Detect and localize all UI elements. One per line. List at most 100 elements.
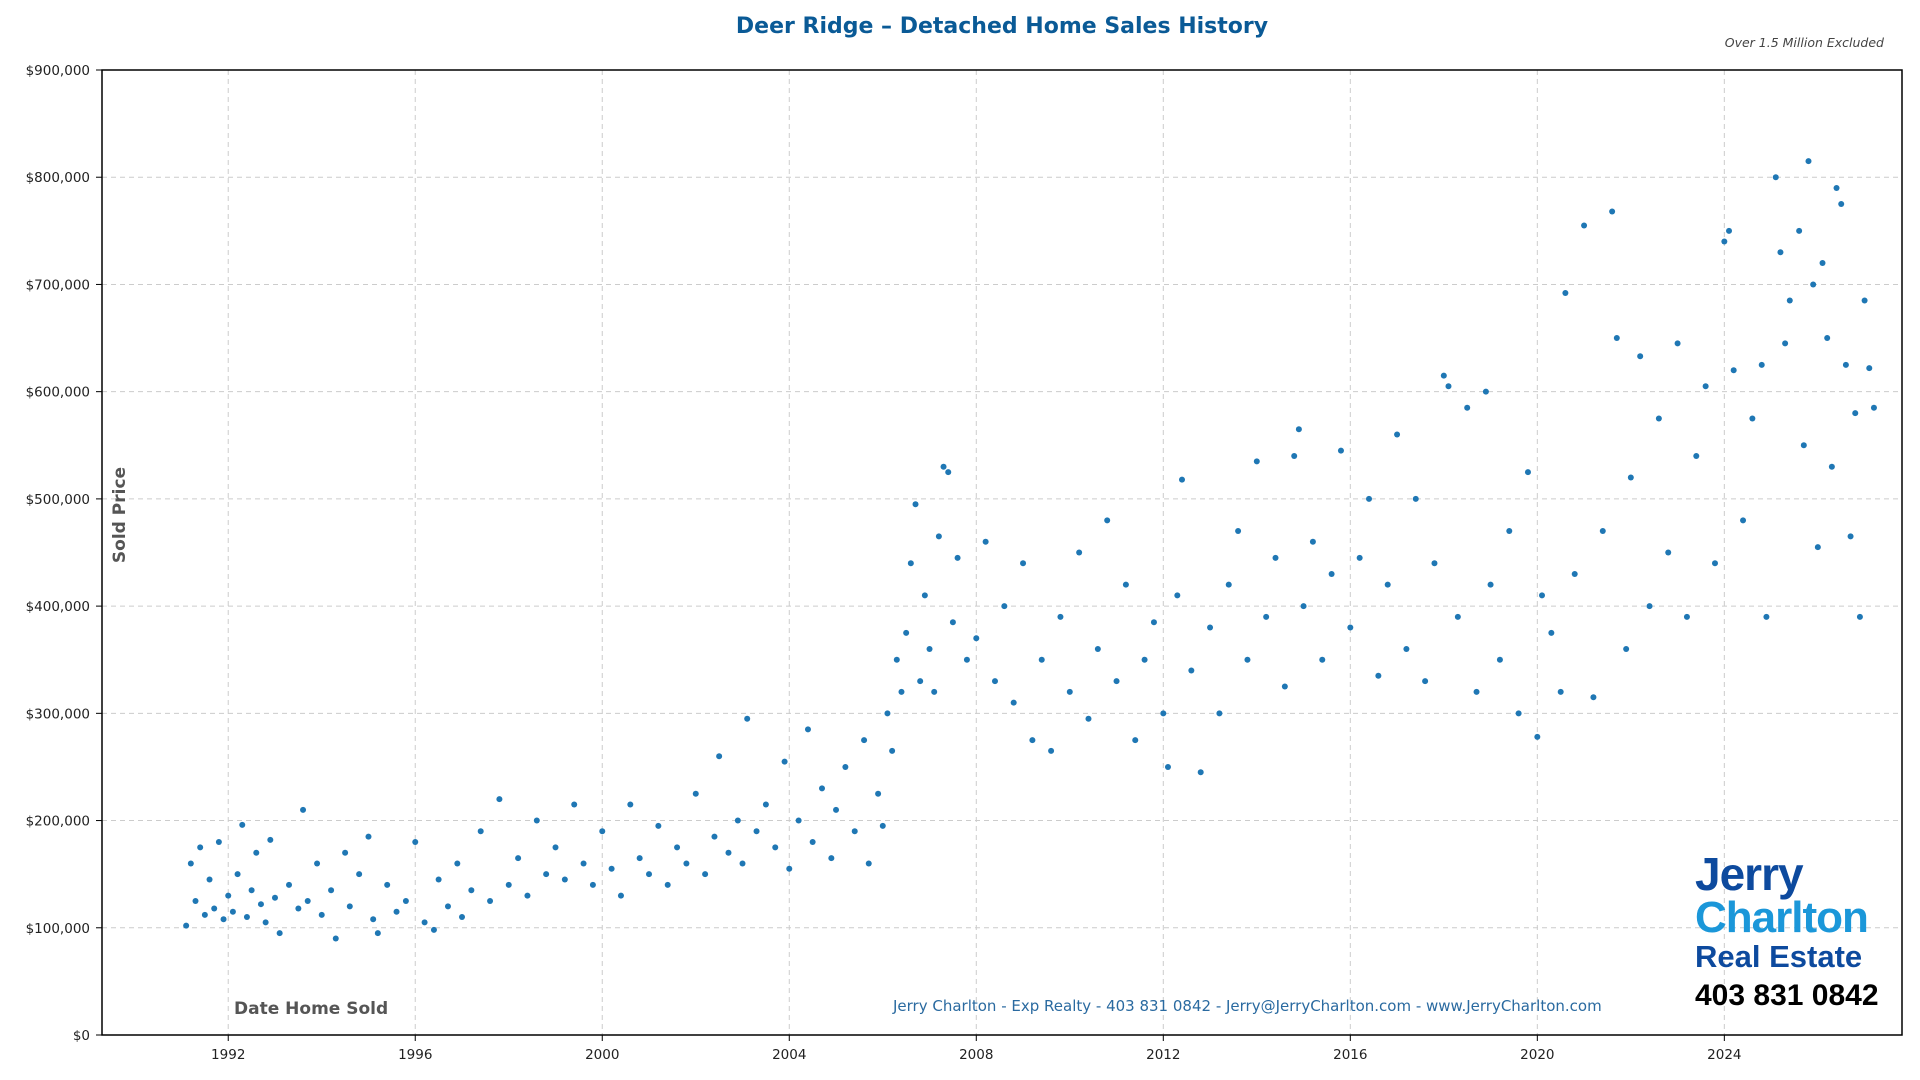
data-point <box>926 646 933 652</box>
data-point <box>1861 297 1868 304</box>
data-point <box>393 908 400 915</box>
data-point <box>1609 208 1616 215</box>
data-point <box>921 592 928 599</box>
data-point <box>1394 431 1401 438</box>
data-point <box>220 916 227 923</box>
data-point <box>206 876 213 883</box>
x-tick-label: 2012 <box>1146 1047 1180 1063</box>
data-point <box>1235 528 1242 535</box>
data-point <box>772 844 779 851</box>
data-point <box>954 554 961 561</box>
data-point <box>865 860 872 867</box>
data-point <box>1445 383 1452 390</box>
data-point <box>243 914 250 921</box>
data-point <box>1244 656 1251 663</box>
data-point <box>276 930 283 937</box>
data-point <box>809 839 816 845</box>
data-point <box>229 908 236 915</box>
y-tick-label: $500,000 <box>26 492 90 508</box>
y-tick-label: $200,000 <box>26 814 90 830</box>
data-point <box>370 916 377 923</box>
logo-line-3: Real Estate <box>1695 939 1863 974</box>
data-point <box>907 560 914 567</box>
data-point <box>505 881 512 888</box>
data-point <box>893 656 900 663</box>
data-point <box>459 914 465 921</box>
data-point <box>435 876 442 883</box>
data-point <box>262 919 269 926</box>
data-point <box>725 849 732 856</box>
data-point <box>1347 624 1354 631</box>
data-point <box>1814 544 1821 551</box>
data-point <box>1094 646 1101 652</box>
y-tick-label: $900,000 <box>26 63 90 79</box>
data-point <box>912 501 919 508</box>
data-point <box>819 785 825 792</box>
data-point <box>1454 613 1461 620</box>
data-point <box>1029 737 1036 744</box>
data-point <box>1599 528 1606 535</box>
data-point <box>374 930 381 937</box>
y-tick-label: $100,000 <box>26 921 90 937</box>
x-tick-label: 2000 <box>585 1047 619 1063</box>
data-point <box>1581 222 1588 229</box>
data-point <box>833 806 840 813</box>
data-point <box>861 737 868 744</box>
data-point <box>1842 361 1849 368</box>
data-point <box>1613 335 1620 342</box>
data-point <box>739 860 746 867</box>
data-point <box>884 710 891 717</box>
data-point <box>842 763 849 770</box>
data-point <box>342 849 349 856</box>
data-point <box>1038 656 1045 663</box>
data-point <box>1216 710 1223 717</box>
data-point <box>271 894 278 901</box>
data-point <box>454 860 461 867</box>
data-point <box>683 860 690 867</box>
data-point <box>1328 570 1335 577</box>
data-point <box>1749 415 1756 422</box>
data-point <box>627 801 634 808</box>
data-point <box>1772 174 1779 181</box>
data-point <box>664 881 671 888</box>
data-point <box>786 865 793 872</box>
data-point <box>1085 715 1092 722</box>
data-point <box>804 726 811 733</box>
data-point <box>949 619 956 626</box>
data-point <box>215 839 222 845</box>
data-point <box>1740 517 1747 524</box>
data-point <box>692 790 699 797</box>
data-point <box>1683 613 1690 620</box>
data-point <box>1253 458 1260 465</box>
data-point <box>1665 549 1672 556</box>
data-point <box>599 828 606 835</box>
data-point <box>1805 158 1812 165</box>
data-point <box>1856 613 1863 620</box>
data-point <box>1590 694 1597 701</box>
logo-line-1: Jerry <box>1695 848 1804 900</box>
data-point <box>1557 688 1564 695</box>
data-point <box>533 817 540 824</box>
data-point <box>1225 581 1232 588</box>
data-point <box>973 635 980 642</box>
data-point <box>515 855 522 862</box>
data-point <box>356 871 363 878</box>
data-point <box>477 828 484 835</box>
data-point <box>1726 227 1733 234</box>
data-point <box>781 758 788 765</box>
data-point <box>1852 410 1859 417</box>
data-point <box>365 833 372 840</box>
data-point <box>384 881 391 888</box>
data-point <box>982 538 989 545</box>
y-tick-label: $0 <box>73 1028 90 1044</box>
data-point <box>201 911 208 918</box>
data-point <box>1309 538 1316 545</box>
y-tick-label: $800,000 <box>26 170 90 186</box>
x-tick-label: 2016 <box>1333 1047 1367 1063</box>
data-point <box>646 871 653 878</box>
data-point <box>1763 613 1770 620</box>
data-point <box>1113 678 1120 685</box>
data-point <box>945 469 952 476</box>
data-point <box>1506 528 1513 535</box>
data-point <box>1066 688 1073 695</box>
